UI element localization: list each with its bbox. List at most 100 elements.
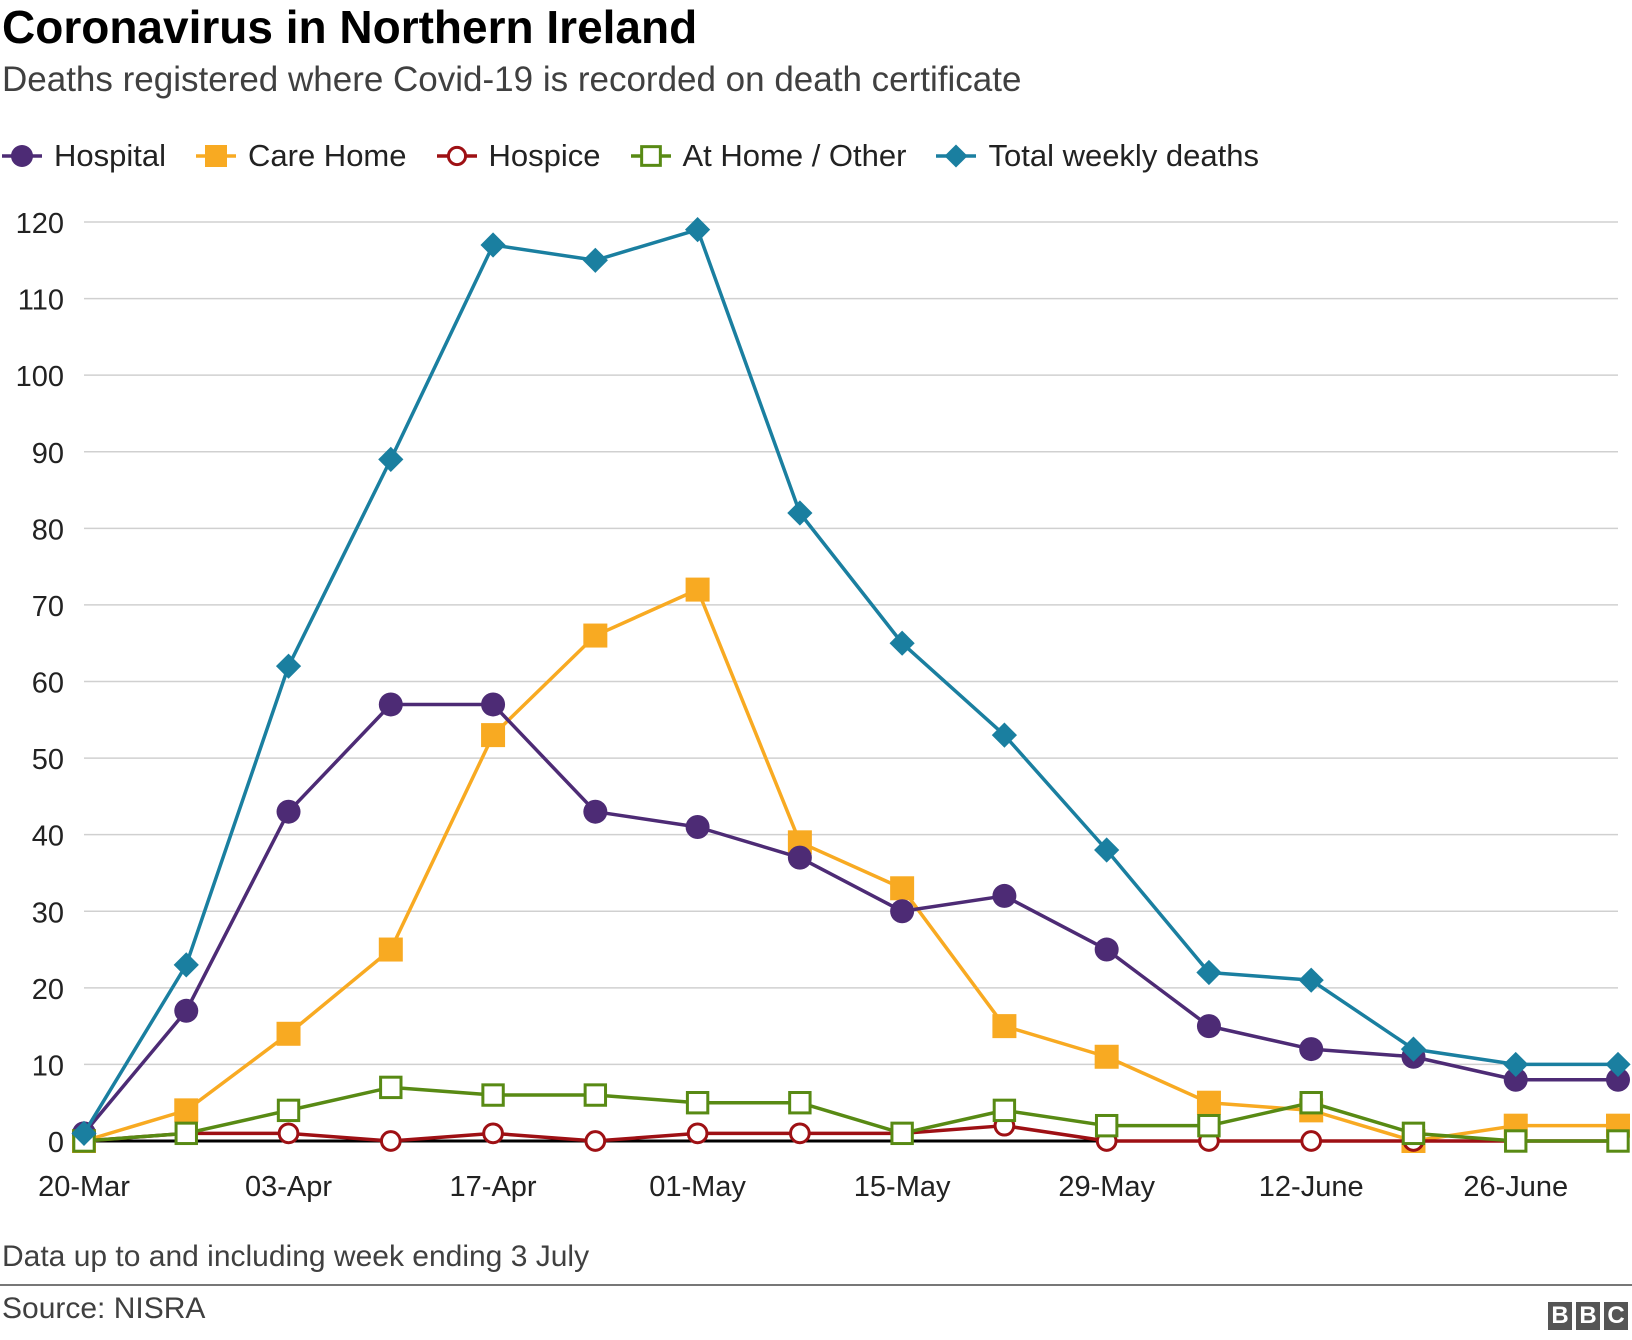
data-point (173, 952, 199, 978)
data-point (991, 722, 1017, 748)
legend-item: At Home / Other (629, 138, 907, 174)
series-line (82, 227, 1618, 1135)
data-point (1094, 837, 1120, 863)
x-tick-label: 26-June (1463, 1171, 1568, 1203)
data-point (582, 247, 608, 273)
data-point (992, 883, 1017, 908)
data-point (379, 1075, 403, 1100)
y-tick-label: 50 (32, 744, 64, 776)
data-point (992, 1098, 1017, 1123)
series-at-home-other (72, 1075, 1630, 1153)
data-point (685, 815, 710, 840)
y-tick-label: 40 (32, 821, 64, 853)
data-point (276, 799, 301, 824)
series-line (83, 1085, 1618, 1143)
x-tick-label: 15-May (854, 1171, 951, 1203)
data-point (482, 1122, 504, 1145)
legend-label: Care Home (248, 138, 407, 173)
chart-footnote: Data up to and including week ending 3 J… (2, 1240, 590, 1273)
data-point (789, 1122, 811, 1145)
x-tick-label: 29-May (1058, 1171, 1155, 1203)
data-point (583, 1083, 608, 1107)
legend-marker-icon (196, 145, 236, 167)
data-point (1197, 1113, 1221, 1138)
data-point (1094, 1044, 1119, 1069)
data-point (481, 723, 506, 748)
y-tick-label: 20 (32, 974, 64, 1006)
data-point (639, 145, 662, 167)
y-tick-label: 110 (18, 285, 64, 317)
data-point (787, 500, 813, 526)
data-point (788, 1091, 812, 1115)
data-point (583, 623, 608, 648)
chart-subtitle: Deaths registered where Covid-19 is reco… (2, 60, 1022, 99)
data-point (275, 653, 302, 679)
legend-marker-icon (2, 145, 42, 167)
legend-label: At Home / Other (682, 138, 907, 173)
bbc-logo-letter: C (1604, 1302, 1628, 1330)
data-point (276, 1098, 301, 1123)
data-point (446, 145, 467, 167)
chart-legend: Hospital Care Home Hospice At Home / Other T… (0, 136, 1287, 176)
data-point (685, 577, 710, 602)
legend-label: Hospital (54, 138, 166, 173)
y-tick-label: 10 (32, 1050, 64, 1082)
data-point (686, 1122, 709, 1145)
data-point (685, 217, 711, 243)
data-point (685, 1091, 710, 1115)
data-point (890, 1121, 914, 1146)
y-tick-label: 100 (16, 361, 64, 393)
bbc-logo: B B C (1544, 1302, 1628, 1330)
data-point (174, 1121, 198, 1146)
data-point (378, 446, 404, 473)
data-point (1196, 1090, 1221, 1115)
data-point (1298, 967, 1324, 993)
y-tick-label: 30 (32, 897, 64, 929)
series-hospice (73, 1114, 1629, 1152)
legend-marker-icon (436, 145, 477, 167)
data-point (378, 937, 403, 962)
data-point (11, 145, 33, 167)
data-point (277, 1122, 300, 1145)
data-point (205, 145, 227, 167)
line-chart: 0 10 20 30 40 50 60 70 80 90 100 110 120 20-Mar 03-Apr… (16, 208, 1631, 1203)
series-line (83, 1123, 1618, 1143)
data-point (1299, 1091, 1323, 1115)
x-tick-label: 20-Mar (38, 1171, 130, 1203)
series-care-home (72, 577, 1630, 1153)
y-tick-label: 120 (16, 208, 64, 240)
data-point (378, 692, 403, 717)
y-tick-label: 80 (32, 514, 64, 546)
data-point (174, 1098, 199, 1123)
data-point (71, 1120, 97, 1146)
legend-marker-icon (630, 145, 671, 167)
data-point (1503, 1067, 1528, 1092)
series-hospital (72, 692, 1630, 1146)
data-point (992, 1014, 1017, 1039)
series-total-weekly-deaths (71, 217, 1631, 1146)
y-tick-label: 0 (48, 1127, 64, 1159)
data-point (890, 899, 915, 924)
x-tick-label: 12-June (1259, 1171, 1364, 1203)
legend-item: Total weekly deaths (934, 138, 1259, 174)
series-line (83, 587, 1618, 1143)
data-point (1094, 937, 1119, 962)
y-tick-label: 70 (32, 591, 64, 623)
data-point (890, 876, 915, 901)
data-point (481, 1083, 505, 1107)
chart-title: Coronavirus in Northern Ireland (2, 1, 698, 53)
data-point (1606, 1129, 1630, 1153)
data-point (379, 1130, 402, 1152)
data-point (1504, 1129, 1528, 1153)
bbc-logo-letter: B (1576, 1302, 1600, 1330)
data-point (1606, 1067, 1630, 1092)
source-note: Source: NISRA (2, 1292, 206, 1325)
x-tick-label: 01-May (649, 1171, 746, 1203)
data-point (584, 1130, 607, 1152)
data-point (787, 845, 812, 870)
data-point (276, 1021, 301, 1046)
y-tick-label: 60 (32, 668, 64, 700)
data-point (1400, 1036, 1427, 1062)
data-point (480, 232, 506, 258)
data-point (1196, 959, 1222, 986)
